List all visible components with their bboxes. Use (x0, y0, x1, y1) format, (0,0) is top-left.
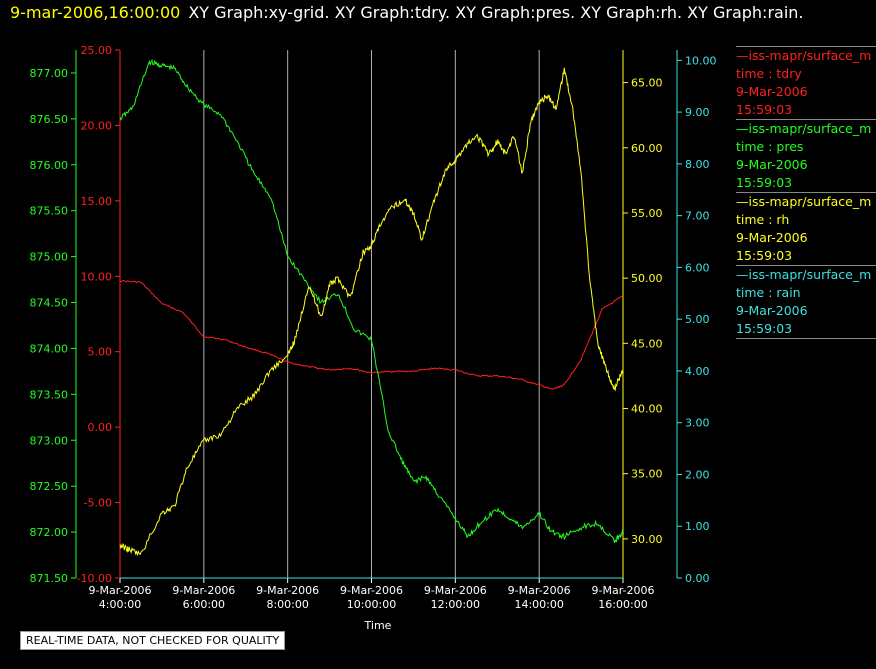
y-tick-label-tdry: 20.00 (81, 119, 113, 132)
chart-header: 9-mar-2006,16:00:00 XY Graph:xy-grid. XY … (10, 3, 804, 22)
y-tick-label-rain: 10.00 (685, 54, 717, 67)
legend-source: —iss-mapr/surface_m (736, 267, 872, 282)
y-tick-label-rain: 3.00 (685, 417, 710, 430)
x-tick-date: 9-Mar-2006 (424, 584, 487, 597)
legend-item-rh: —iss-mapr/surface_m time : rh 9-Mar-2006… (736, 192, 876, 265)
x-tick-time: 10:00:00 (347, 598, 396, 611)
legend-date: 9-Mar-2006 (736, 230, 808, 245)
y-tick-label-tdry: -5.00 (84, 497, 112, 510)
x-tick-date: 9-Mar-2006 (508, 584, 571, 597)
y-tick-label-rain: 5.00 (685, 313, 710, 326)
legend-date: 9-Mar-2006 (736, 303, 808, 318)
y-tick-label-rh: 45.00 (631, 337, 663, 350)
x-tick-date: 9-Mar-2006 (172, 584, 235, 597)
legend-var: time : rh (736, 212, 790, 227)
legend-var: time : tdry (736, 66, 802, 81)
legend-time: 15:59:03 (736, 321, 793, 336)
legend-time: 15:59:03 (736, 248, 793, 263)
y-tick-label-rh: 55.00 (631, 207, 663, 220)
x-tick-time: 8:00:00 (266, 598, 308, 611)
series-line-rh (119, 67, 624, 556)
legend-var: time : rain (736, 285, 801, 300)
x-tick-time: 16:00:00 (598, 598, 647, 611)
legend-source: —iss-mapr/surface_m (736, 48, 872, 63)
y-tick-label-pres: 873.50 (30, 388, 69, 401)
x-tick-time: 12:00:00 (431, 598, 480, 611)
x-tick-time: 14:00:00 (514, 598, 563, 611)
legend-source: —iss-mapr/surface_m (736, 121, 872, 136)
y-tick-label-tdry: 25.00 (81, 44, 113, 57)
header-timestamp: 9-mar-2006,16:00:00 (10, 3, 181, 22)
x-axis-label: Time (364, 619, 392, 632)
y-tick-label-rh: 50.00 (631, 272, 663, 285)
y-tick-label-rain: 6.00 (685, 261, 710, 274)
legend-time: 15:59:03 (736, 102, 793, 117)
legend-source: —iss-mapr/surface_m (736, 194, 872, 209)
legend: —iss-mapr/surface_m time : tdry 9-Mar-20… (736, 46, 876, 339)
x-tick-date: 9-Mar-2006 (256, 584, 319, 597)
legend-item-rain: —iss-mapr/surface_m time : rain 9-Mar-20… (736, 265, 876, 339)
legend-date: 9-Mar-2006 (736, 84, 808, 99)
x-tick-date: 9-Mar-2006 (592, 584, 655, 597)
series-line-tdry (119, 279, 624, 390)
y-tick-label-tdry: 0.00 (88, 421, 113, 434)
legend-var: time : pres (736, 139, 804, 154)
y-tick-label-pres: 872.00 (30, 526, 69, 539)
y-tick-label-pres: 872.50 (30, 480, 69, 493)
y-tick-label-pres: 874.00 (30, 342, 69, 355)
y-tick-label-tdry: -10.00 (77, 572, 112, 585)
y-tick-label-pres: 873.00 (30, 434, 69, 447)
header-graph-titles: XY Graph:xy-grid. XY Graph:tdry. XY Grap… (188, 3, 804, 22)
legend-time: 15:59:03 (736, 175, 793, 190)
y-tick-label-rain: 0.00 (685, 572, 710, 585)
y-tick-label-rain: 9.00 (685, 106, 710, 119)
legend-date: 9-Mar-2006 (736, 157, 808, 172)
series-line-pres (119, 59, 624, 544)
y-tick-label-pres: 876.00 (30, 159, 69, 172)
legend-item-pres: —iss-mapr/surface_m time : pres 9-Mar-20… (736, 119, 876, 192)
x-tick-date: 9-Mar-2006 (89, 584, 152, 597)
y-tick-label-rh: 35.00 (631, 468, 663, 481)
x-tick-time: 4:00:00 (99, 598, 141, 611)
y-tick-label-tdry: 5.00 (88, 346, 113, 359)
x-tick-time: 6:00:00 (183, 598, 225, 611)
y-tick-label-rain: 8.00 (685, 158, 710, 171)
y-tick-label-tdry: 10.00 (81, 270, 113, 283)
quality-notice: REAL-TIME DATA, NOT CHECKED FOR QUALITY (20, 631, 286, 650)
y-tick-label-pres: 874.50 (30, 297, 69, 310)
y-tick-label-rain: 1.00 (685, 520, 710, 533)
y-tick-label-rain: 4.00 (685, 365, 710, 378)
y-tick-label-pres: 876.50 (30, 113, 69, 126)
x-tick-date: 9-Mar-2006 (340, 584, 403, 597)
y-tick-label-pres: 875.50 (30, 205, 69, 218)
y-tick-label-rain: 7.00 (685, 210, 710, 223)
y-tick-label-tdry: 15.00 (81, 195, 113, 208)
y-tick-label-pres: 871.50 (30, 572, 69, 585)
legend-item-tdry: —iss-mapr/surface_m time : tdry 9-Mar-20… (736, 46, 876, 119)
y-tick-label-rh: 60.00 (631, 142, 663, 155)
y-tick-label-rh: 30.00 (631, 533, 663, 546)
y-tick-label-pres: 877.00 (30, 67, 69, 80)
y-tick-label-rain: 2.00 (685, 468, 710, 481)
y-tick-label-pres: 875.00 (30, 251, 69, 264)
y-tick-label-rh: 65.00 (631, 77, 663, 90)
y-tick-label-rh: 40.00 (631, 403, 663, 416)
